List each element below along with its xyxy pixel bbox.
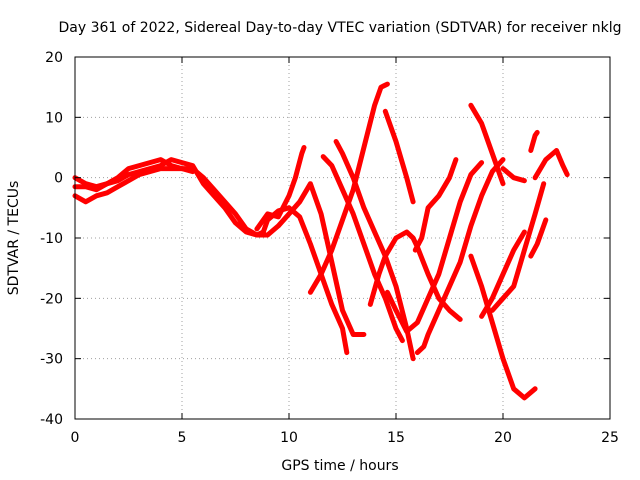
x-tick-label: 5 bbox=[178, 430, 187, 446]
series-arc-13 bbox=[414, 157, 506, 356]
y-tick-label: 20 bbox=[45, 50, 63, 66]
series-arc-20 bbox=[532, 148, 570, 181]
series-arc-3 bbox=[72, 157, 266, 238]
series-layer bbox=[72, 81, 570, 401]
y-tick-label: 0 bbox=[54, 171, 63, 187]
series-arc-7 bbox=[320, 154, 405, 344]
series-arc-21 bbox=[528, 217, 549, 259]
y-tick-label: -10 bbox=[40, 231, 63, 247]
y-tick-label: -20 bbox=[40, 291, 63, 307]
series-arc-17 bbox=[489, 181, 547, 313]
y-tick-label: 10 bbox=[45, 110, 63, 126]
series-arc-10 bbox=[382, 108, 416, 205]
series-arc-8 bbox=[333, 139, 416, 362]
y-tick-label: -30 bbox=[40, 352, 63, 368]
chart-title: Day 361 of 2022, Sidereal Day-to-day VTE… bbox=[59, 20, 622, 36]
series-arc-16 bbox=[479, 229, 527, 319]
y-tick-label: -40 bbox=[40, 412, 63, 428]
x-tick-label: 25 bbox=[601, 430, 619, 446]
series-arc-5 bbox=[254, 145, 307, 232]
x-tick-label: 15 bbox=[387, 430, 405, 446]
series-arc-2 bbox=[72, 166, 367, 337]
x-tick-label: 10 bbox=[280, 430, 298, 446]
x-axis-label: GPS time / hours bbox=[281, 458, 398, 474]
series-arc-18 bbox=[500, 166, 527, 184]
series-arc-19 bbox=[528, 129, 540, 153]
x-tick-label: 0 bbox=[71, 430, 80, 446]
series-arc-14 bbox=[468, 102, 506, 187]
series-arc-11 bbox=[384, 160, 485, 334]
series-arc-12 bbox=[412, 157, 459, 253]
axis-ticks: 0 5 10 15 20 25 -40 -30 -20 -10 0 10 20 bbox=[40, 50, 619, 446]
y-axis-label: SDTVAR / TECUs bbox=[6, 181, 22, 296]
series-arc-15 bbox=[468, 253, 538, 401]
series-arc-6 bbox=[307, 81, 390, 295]
x-tick-label: 20 bbox=[494, 430, 512, 446]
